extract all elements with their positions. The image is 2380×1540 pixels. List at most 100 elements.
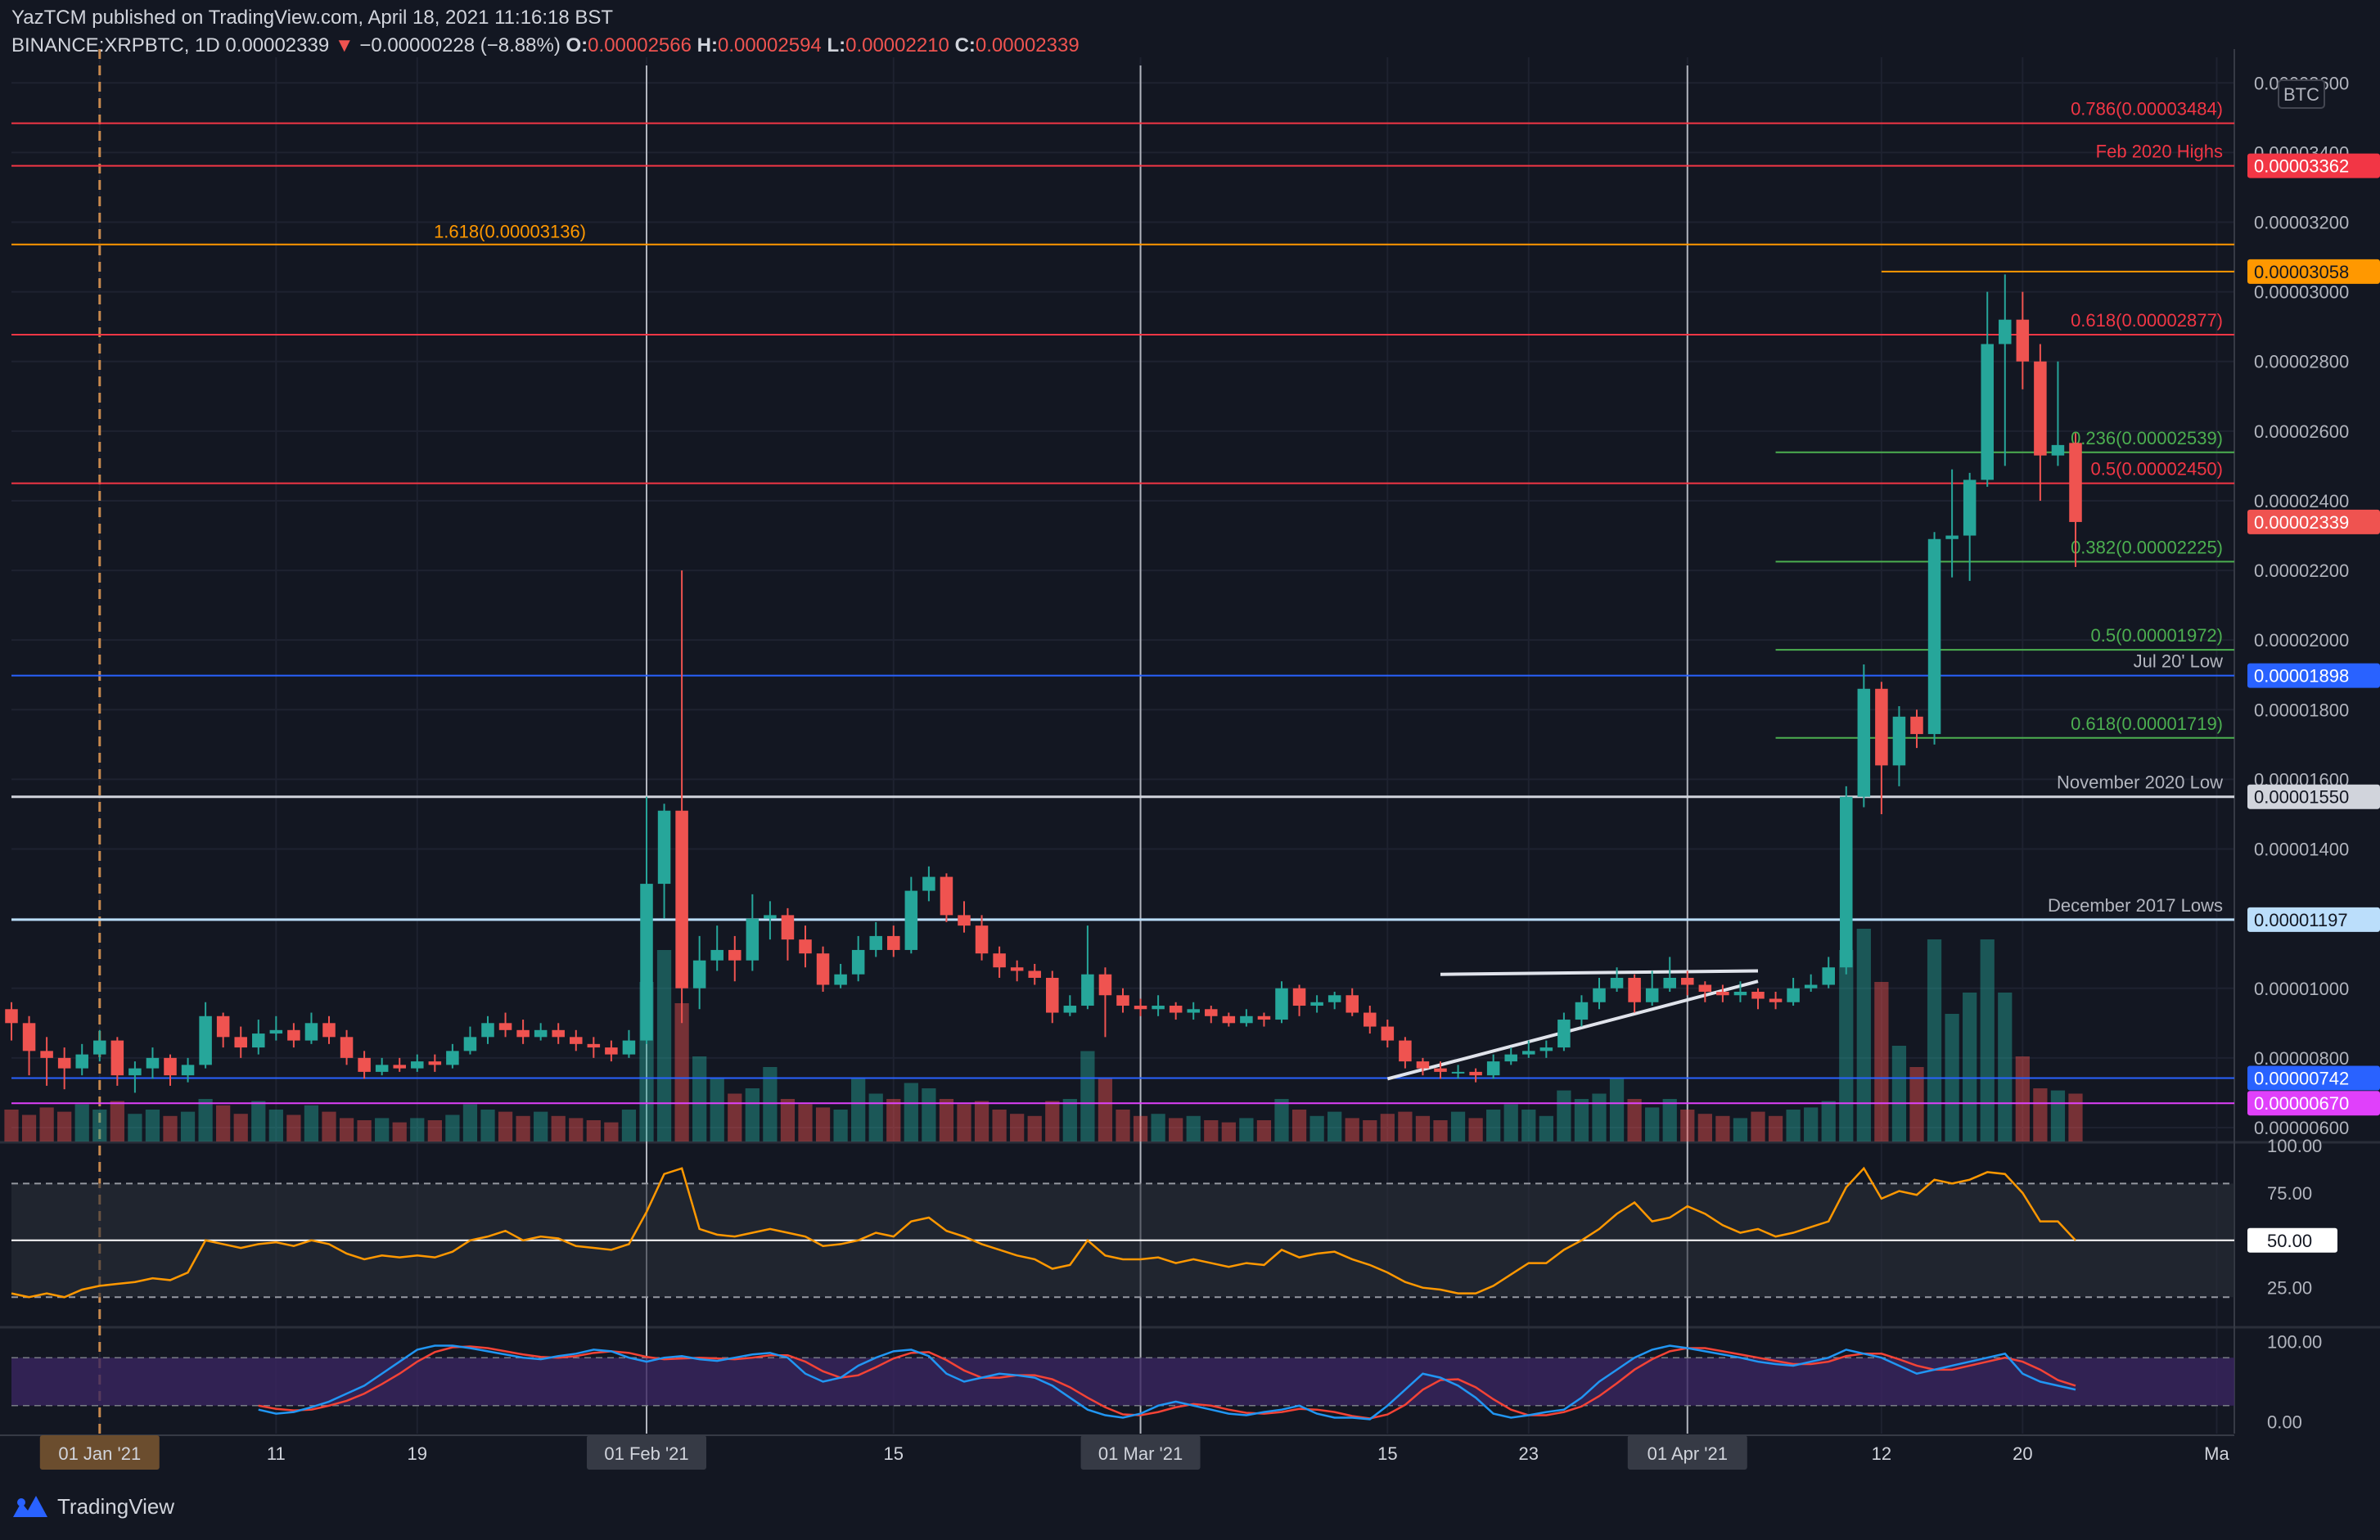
volume-bar — [586, 1120, 601, 1141]
low-value: 0.00002210 — [845, 34, 949, 56]
volume-bar — [1045, 1101, 1060, 1141]
candle-body — [2034, 361, 2047, 456]
close-value: 0.00002339 — [975, 34, 1080, 56]
open-value: 0.00002566 — [588, 34, 692, 56]
candle-body — [1557, 1020, 1571, 1048]
time-tick-label: 15 — [884, 1443, 904, 1464]
candle-body — [1733, 992, 1747, 996]
level-price-tag: 0.00000742 — [2254, 1069, 2349, 1089]
candle-body — [993, 953, 1006, 968]
candle-body — [358, 1057, 371, 1072]
volume-bar — [427, 1120, 442, 1141]
candle-body — [1875, 688, 1888, 766]
time-tick-highlight — [1080, 1435, 1201, 1470]
candle-body — [5, 1009, 18, 1024]
candle-body — [199, 1015, 212, 1065]
volume-bar — [674, 1003, 689, 1141]
candle-body — [446, 1051, 459, 1065]
price-tick-label: 0.00000800 — [2254, 1048, 2349, 1069]
volume-bar — [2033, 1088, 2048, 1141]
volume-bar — [1839, 950, 1854, 1141]
candle-body — [1346, 995, 1359, 1013]
volume-bar — [710, 1078, 724, 1141]
candle-body — [887, 935, 900, 950]
volume-bar — [216, 1105, 231, 1141]
candle-body — [110, 1040, 124, 1076]
volume-bar — [1909, 1067, 1924, 1141]
candle-body — [869, 935, 882, 950]
symbol-name[interactable]: BINANCE:XRPBTC, 1D — [11, 34, 220, 56]
candle-body — [304, 1023, 318, 1041]
candle-body — [958, 915, 971, 926]
volume-bar — [1327, 1111, 1342, 1141]
candle-body — [22, 1023, 36, 1051]
candle-body — [481, 1023, 494, 1038]
volume-bar — [357, 1120, 372, 1141]
volume-bar — [868, 1093, 883, 1141]
candle-body — [1063, 1006, 1077, 1013]
volume-bar — [851, 1078, 866, 1141]
volume-bar — [1998, 993, 2013, 1141]
candle-body — [1416, 1061, 1430, 1069]
candle-body — [2016, 319, 2030, 362]
candle-body — [1645, 988, 1659, 1002]
volume-bar — [656, 950, 672, 1141]
volume-bar — [1415, 1115, 1431, 1141]
volume-bar — [1169, 1118, 1183, 1141]
price-tick-label: 0.00001800 — [2254, 700, 2349, 720]
volume-bar — [4, 1110, 19, 1141]
volume-bar — [1557, 1090, 1571, 1141]
candle-body — [904, 890, 918, 950]
volume-bar — [145, 1110, 160, 1141]
candle-body — [1116, 995, 1129, 1006]
candle-body — [1857, 688, 1871, 797]
level-label: 0.236(0.00002539) — [2071, 428, 2223, 448]
candle-body — [605, 1047, 618, 1055]
candle-body — [1169, 1006, 1183, 1013]
candle-body — [570, 1037, 583, 1044]
candle-body — [1628, 977, 1641, 1002]
price-tick-label: 0.00002000 — [2254, 630, 2349, 651]
price-tick-label: 0.00002600 — [2254, 421, 2349, 442]
rsi-mid-tag: 50.00 — [2267, 1231, 2312, 1251]
candle-body — [428, 1061, 442, 1065]
candle-body — [1769, 998, 1783, 1002]
candle-body — [1046, 977, 1059, 1013]
publisher-text: YazTCM published on TradingView.com, Apr… — [11, 7, 614, 29]
stoch-tick-label: 100.00 — [2267, 1332, 2322, 1353]
volume-bar — [1874, 982, 1889, 1141]
level-label: 0.618(0.00002877) — [2071, 310, 2223, 331]
volume-bar — [445, 1114, 460, 1141]
candle-body — [1081, 974, 1094, 1006]
candle-body — [1240, 1015, 1253, 1024]
volume-bar — [251, 1101, 266, 1141]
volume-bar — [551, 1115, 566, 1141]
candle-body — [1698, 984, 1712, 993]
high-label: H: — [696, 34, 718, 56]
level-price-tag-bg — [2247, 1065, 2380, 1091]
tradingview-brand[interactable]: TradingView — [11, 1493, 174, 1520]
candle-body — [1152, 1006, 1165, 1010]
candle-body — [1327, 995, 1341, 1002]
candle-body — [75, 1054, 88, 1069]
volume-bar — [110, 1101, 124, 1141]
volume-bar — [1609, 1078, 1625, 1141]
time-tick-label: 19 — [408, 1443, 427, 1464]
candle-body — [1716, 992, 1729, 996]
candle-body — [1840, 796, 1853, 968]
volume-bar — [1450, 1111, 1466, 1141]
unit-label: BTC — [2283, 84, 2319, 105]
candle-body — [1681, 977, 1694, 985]
volume-bar — [886, 1099, 901, 1141]
volume-bar — [480, 1110, 495, 1141]
candle-body — [1593, 988, 1606, 1002]
volume-bar — [534, 1111, 548, 1141]
level-label: December 2017 Lows — [2048, 895, 2223, 916]
volume-bar — [1398, 1111, 1413, 1141]
volume-bar — [1027, 1115, 1042, 1141]
price-tick-label: 0.00000600 — [2254, 1118, 2349, 1138]
candle-body — [922, 876, 935, 891]
volume-bar — [39, 1107, 54, 1141]
volume-bar — [1574, 1099, 1589, 1141]
